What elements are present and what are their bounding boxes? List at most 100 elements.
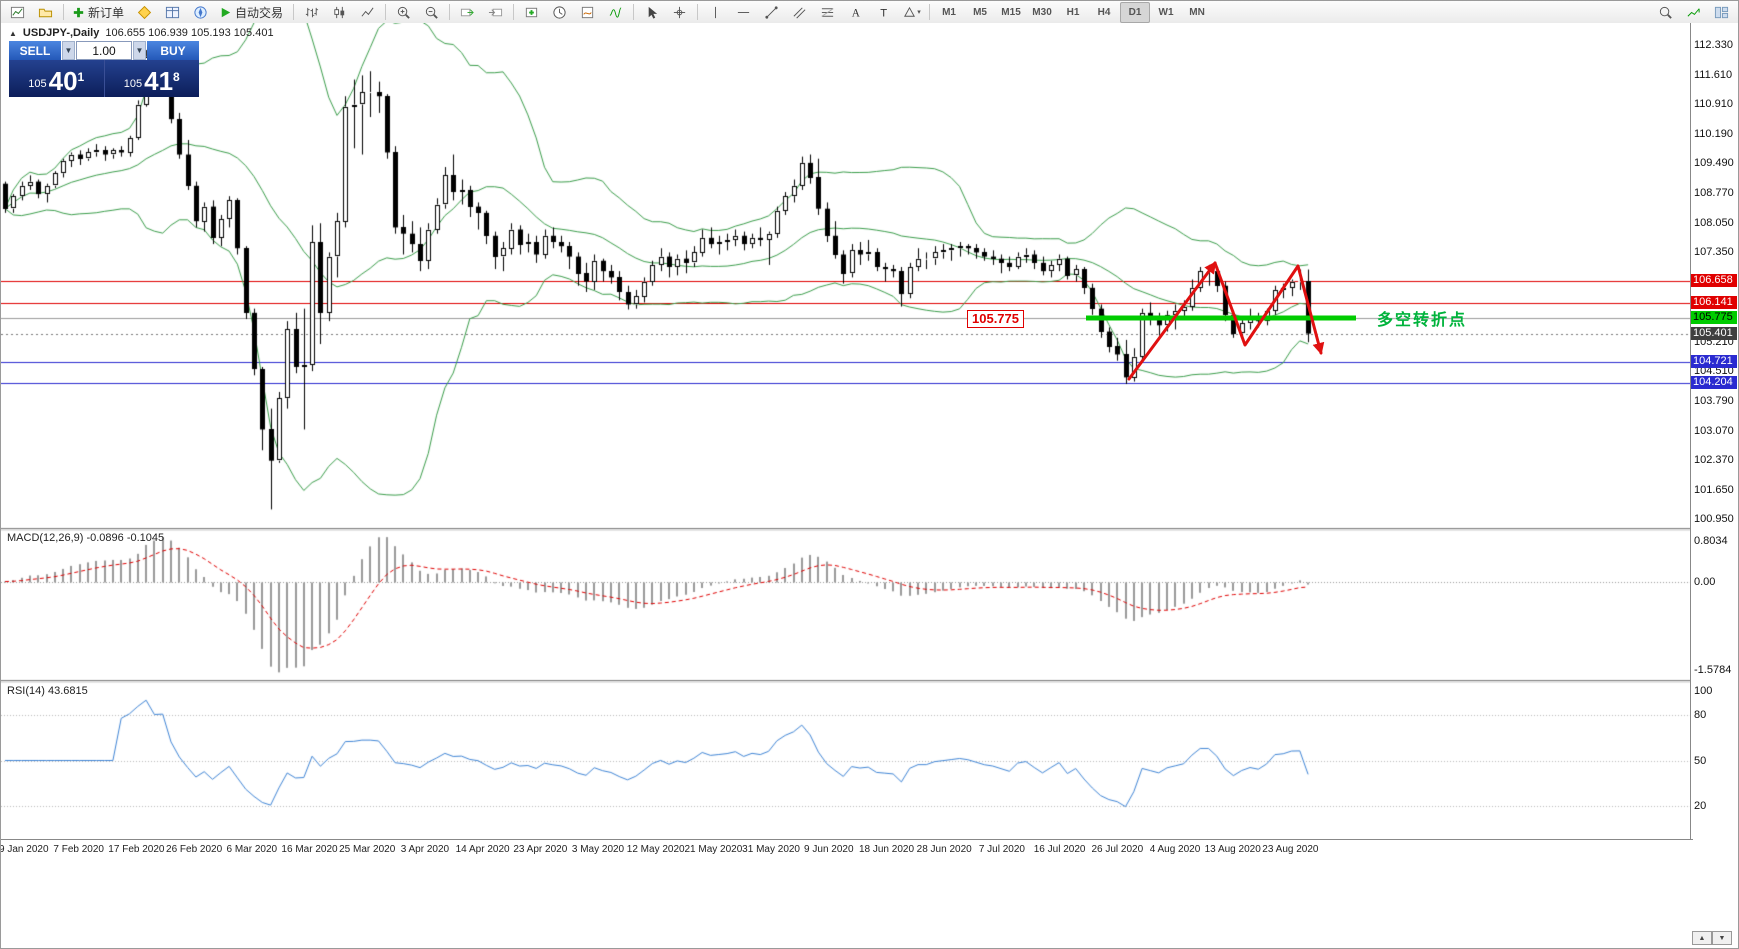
- volume-input[interactable]: 1.00: [76, 41, 132, 60]
- buy-dropdown-icon[interactable]: ▼: [133, 41, 146, 60]
- rsi-scale-label: 100: [1694, 685, 1713, 697]
- date-label: 16 Jul 2020: [1033, 844, 1086, 855]
- sell-dropdown-icon[interactable]: ▼: [62, 41, 75, 60]
- label-icon[interactable]: T: [870, 2, 897, 23]
- new-chart-icon[interactable]: [4, 2, 31, 23]
- timeframe-d1-button[interactable]: D1: [1120, 1, 1151, 23]
- scroll-down-button[interactable]: ▼: [1712, 931, 1732, 945]
- price-badge-104.721: 104.721: [1691, 354, 1737, 368]
- date-label: 21 May 2020: [684, 844, 743, 855]
- rsi-scale-label: 20: [1694, 800, 1707, 813]
- toolbar-separator: [63, 4, 64, 20]
- sell-price[interactable]: 105 40 1: [9, 60, 104, 97]
- indicators-icon[interactable]: [602, 2, 629, 23]
- new-order-button[interactable]: 新订单: [68, 2, 130, 23]
- svg-text:T: T: [880, 7, 887, 19]
- zoom-out-icon[interactable]: [418, 2, 445, 23]
- profiles-icon[interactable]: [32, 2, 59, 23]
- bottom-strip: ▲ ▼: [1, 859, 1738, 948]
- market-watch-icon[interactable]: [159, 2, 186, 23]
- ohlc-values: 106.655 106.939 105.193 105.401: [105, 27, 274, 39]
- vertical-line-icon[interactable]: [702, 2, 729, 23]
- price-scale-label: 110.190: [1694, 128, 1733, 141]
- quotes-icon[interactable]: [1680, 2, 1707, 23]
- text-icon[interactable]: A: [842, 2, 869, 23]
- price-scale-label: 108.050: [1694, 217, 1734, 230]
- toolbar-separator: [449, 4, 451, 20]
- buy-price-figure: 105: [123, 78, 143, 90]
- buy-price-pips: 41: [144, 66, 174, 96]
- timeframe-mn-button[interactable]: MN: [1189, 6, 1205, 18]
- price-badge-104.204: 104.204: [1691, 376, 1737, 390]
- scroll-up-button[interactable]: ▲: [1692, 931, 1712, 945]
- toolbar-separator: [293, 4, 295, 20]
- autotrading-button[interactable]: 自动交易: [215, 2, 289, 23]
- date-label: 13 Aug 2020: [1204, 844, 1261, 855]
- toolbar: 新订单 自动交易 A T ▾ M1 M5 M15 M30 H1 H4 D1 W1 MN: [1, 1, 1738, 24]
- horizontal-line-icon[interactable]: [730, 2, 757, 23]
- chart-shift-icon[interactable]: [482, 2, 509, 23]
- layout-icon[interactable]: [1708, 2, 1735, 23]
- price-scale-label: 111.610: [1694, 68, 1733, 81]
- rsi-scale-label: 50: [1694, 754, 1707, 767]
- navigator-icon[interactable]: [187, 2, 214, 23]
- turning-point-annotation: 多空转折点: [1377, 312, 1468, 329]
- channel-icon[interactable]: [786, 2, 813, 23]
- metaeditor-icon[interactable]: [131, 2, 158, 23]
- toolbar-separator: [385, 4, 387, 20]
- date-label: 28 Jun 2020: [916, 844, 972, 855]
- auto-scroll-icon[interactable]: [454, 2, 481, 23]
- symbol-title: ▲ USDJPY-,Daily 106.655 106.939 105.193 …: [9, 27, 274, 39]
- date-label: 17 Feb 2020: [108, 844, 165, 855]
- buy-price[interactable]: 105 41 8: [105, 60, 200, 97]
- date-label: 14 Apr 2020: [455, 844, 510, 855]
- symbol-name: USDJPY-,Daily: [22, 27, 100, 39]
- sell-price-point: 1: [77, 70, 85, 84]
- date-label: 29 Jan 2020: [1, 844, 49, 855]
- timeframe-w1-button[interactable]: W1: [1158, 6, 1174, 18]
- date-label: 3 Apr 2020: [400, 844, 450, 855]
- search-icon[interactable]: [1652, 2, 1679, 23]
- sell-price-pips: 40: [48, 66, 78, 96]
- new-window-icon[interactable]: [518, 2, 545, 23]
- collapse-panel-icon[interactable]: ▲: [9, 28, 17, 38]
- date-label: 12 May 2020: [626, 844, 685, 855]
- sell-button[interactable]: SELL: [9, 41, 61, 60]
- timeframe-h4-button[interactable]: H4: [1097, 6, 1111, 18]
- crosshair-icon[interactable]: [666, 2, 693, 23]
- svg-text:A: A: [852, 7, 861, 19]
- date-label: 9 Jun 2020: [804, 844, 854, 855]
- timeframe-m15-button[interactable]: M15: [1001, 6, 1021, 18]
- buy-price-point: 8: [173, 70, 180, 84]
- chart-canvas[interactable]: [1, 23, 1693, 839]
- price-scale-label: 110.910: [1694, 98, 1733, 111]
- price-scale-label: 101.650: [1694, 483, 1734, 496]
- trendline-icon[interactable]: [758, 2, 785, 23]
- price-scale-label: 112.330: [1694, 39, 1733, 51]
- fibonacci-icon[interactable]: [814, 2, 841, 23]
- macd-scale-label: 0.00: [1694, 575, 1716, 588]
- price-scale-label: 102.370: [1694, 453, 1734, 466]
- period-icon[interactable]: [546, 2, 573, 23]
- price-scale-label: 103.070: [1694, 424, 1734, 437]
- timeframe-m5-button[interactable]: M5: [973, 6, 987, 18]
- date-label: 7 Jul 2020: [978, 844, 1025, 855]
- rsi-label: RSI(14) 43.6815: [7, 685, 88, 697]
- macd-scale-label: -1.5784: [1694, 664, 1732, 676]
- sell-price-figure: 105: [28, 78, 47, 90]
- zoom-in-icon[interactable]: [390, 2, 417, 23]
- date-label: 4 Aug 2020: [1149, 844, 1201, 855]
- line-chart-icon[interactable]: [354, 2, 381, 23]
- date-label: 16 Mar 2020: [281, 844, 338, 855]
- cursor-icon[interactable]: [638, 2, 665, 23]
- timeframe-h1-button[interactable]: H1: [1066, 6, 1080, 18]
- price-scale[interactable]: 112.330 111.610 110.910 110.190 109.490 108.7…: [1690, 23, 1738, 859]
- template-icon[interactable]: [574, 2, 601, 23]
- shapes-icon[interactable]: ▾: [898, 2, 925, 23]
- timeframe-m1-button[interactable]: M1: [942, 6, 956, 18]
- bar-chart-icon[interactable]: [298, 2, 325, 23]
- candlestick-icon[interactable]: [326, 2, 353, 23]
- buy-button[interactable]: BUY: [147, 41, 199, 60]
- timeframe-m30-button[interactable]: M30: [1032, 6, 1052, 18]
